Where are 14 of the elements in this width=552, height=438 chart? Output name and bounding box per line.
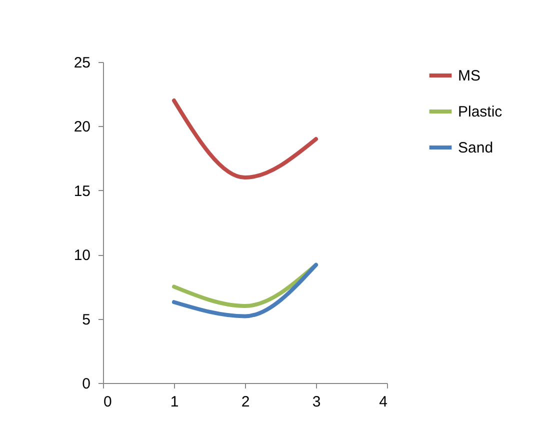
y-tick-label: 15: [74, 182, 90, 200]
x-tick-label: 1: [170, 394, 179, 410]
y-tick-label: 5: [82, 311, 90, 328]
y-tick-label: 20: [74, 118, 90, 136]
legend-label: Plastic: [458, 104, 503, 120]
x-tick-label: 4: [379, 394, 388, 410]
x-tick-label: 2: [241, 394, 250, 410]
y-tick-label: 10: [74, 247, 90, 264]
x-tick-label: 3: [312, 394, 321, 410]
x-tick-label: 0: [104, 394, 112, 410]
legend-label: MS: [458, 68, 480, 84]
legend-label: Sand: [458, 140, 494, 156]
y-tick-label: 0: [82, 376, 90, 392]
y-tick-label: 25: [74, 54, 90, 72]
